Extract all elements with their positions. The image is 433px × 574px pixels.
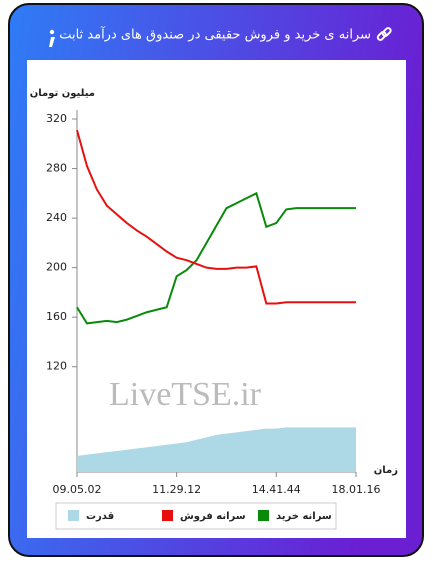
legend xyxy=(55,502,337,530)
legend-swatch xyxy=(68,510,79,521)
x-tick-label: 11.29.12 xyxy=(152,483,201,496)
area xyxy=(77,427,356,472)
line xyxy=(76,129,356,305)
watermark: LiveTSE.ir xyxy=(109,376,262,413)
y-tick-label: 160 xyxy=(46,310,67,323)
y-tick-label: 240 xyxy=(46,211,67,224)
info-icon[interactable] xyxy=(49,29,55,47)
y-tick-label: 280 xyxy=(46,162,67,175)
x-tick-label: 09.05.02 xyxy=(53,483,102,496)
y-tick-label: 200 xyxy=(46,261,67,274)
line xyxy=(76,191,356,325)
link-icon[interactable] xyxy=(376,27,392,41)
legend-label: سرانه خرید xyxy=(276,511,332,522)
x-tick-label: 14.41.44 xyxy=(252,483,301,496)
header-title: سرانه ی خرید و فروش حقیقی در صندوق های د… xyxy=(59,26,371,43)
legend-label: قدرت xyxy=(86,511,114,522)
y-axis-label: میلیون تومان xyxy=(30,88,95,99)
legend-swatch xyxy=(162,510,173,521)
legend-label: سرانه فروش xyxy=(180,511,246,522)
x-axis-label: زمان xyxy=(374,465,398,476)
legend-swatch xyxy=(258,510,269,521)
y-tick-label: 320 xyxy=(46,112,67,125)
y-tick-label: 120 xyxy=(46,360,67,373)
x-tick-label: 18.01.16 xyxy=(332,483,381,496)
